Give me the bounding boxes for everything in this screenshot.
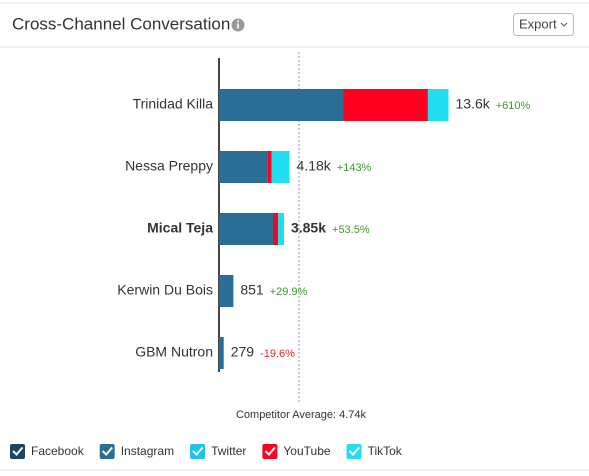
category-label: Kerwin Du Bois bbox=[117, 282, 213, 298]
total-label: 851 bbox=[240, 282, 264, 298]
legend-check bbox=[12, 446, 24, 456]
legend-swatch bbox=[262, 444, 278, 459]
export-label: Export bbox=[519, 16, 557, 31]
legend-label: YouTube bbox=[283, 444, 330, 458]
bar-segment bbox=[267, 151, 272, 183]
category-label: GBM Nutron bbox=[135, 344, 213, 360]
bar-segment bbox=[219, 151, 268, 183]
bar-segment bbox=[219, 337, 224, 369]
average-label: Competitor Average: 4.74k bbox=[236, 409, 367, 421]
bar-segment bbox=[271, 151, 290, 183]
total-label: 279 bbox=[231, 344, 255, 360]
legend-swatch bbox=[346, 444, 362, 459]
total-label: 13.6k bbox=[456, 96, 491, 112]
change-label: +29.9% bbox=[270, 286, 308, 298]
legend-label: Twitter bbox=[211, 444, 246, 458]
bar-segment bbox=[278, 213, 284, 245]
legend-check bbox=[264, 446, 276, 456]
bar-segment bbox=[219, 213, 273, 245]
legend-check bbox=[101, 446, 113, 456]
legend-label: Instagram bbox=[121, 444, 174, 458]
legend-check bbox=[192, 446, 204, 456]
legend-label: Facebook bbox=[31, 444, 85, 458]
legend-item[interactable]: Instagram bbox=[99, 444, 174, 459]
category-label: Nessa Preppy bbox=[125, 158, 213, 174]
change-label: -19.6% bbox=[260, 348, 295, 360]
legend-item[interactable]: TikTok bbox=[346, 444, 403, 459]
change-label: +53.5% bbox=[332, 224, 370, 236]
total-label: 3.85k bbox=[291, 220, 326, 236]
legend-check bbox=[348, 446, 360, 456]
bar-segment bbox=[219, 275, 234, 307]
legend-item[interactable]: Facebook bbox=[10, 444, 85, 459]
legend-item[interactable]: Twitter bbox=[190, 444, 246, 459]
legend-swatch bbox=[99, 444, 115, 459]
chart-title: Cross-Channel Conversation bbox=[12, 14, 230, 33]
change-label: +143% bbox=[337, 162, 372, 174]
change-label: +610% bbox=[496, 100, 531, 112]
info-icon[interactable] bbox=[231, 18, 245, 32]
bar-segment bbox=[427, 89, 449, 121]
total-label: 4.18k bbox=[297, 158, 332, 174]
legend-swatch bbox=[190, 444, 206, 459]
bar-segment bbox=[343, 89, 428, 121]
category-label: Trinidad Killa bbox=[133, 96, 214, 112]
legend-item[interactable]: YouTube bbox=[262, 444, 331, 459]
bar-segment bbox=[273, 213, 279, 245]
bar-segment bbox=[219, 89, 344, 121]
category-label: Mical Teja bbox=[147, 220, 213, 236]
export-button[interactable]: Export bbox=[513, 13, 574, 36]
legend-label: TikTok bbox=[368, 444, 403, 458]
legend-swatch bbox=[10, 444, 25, 459]
